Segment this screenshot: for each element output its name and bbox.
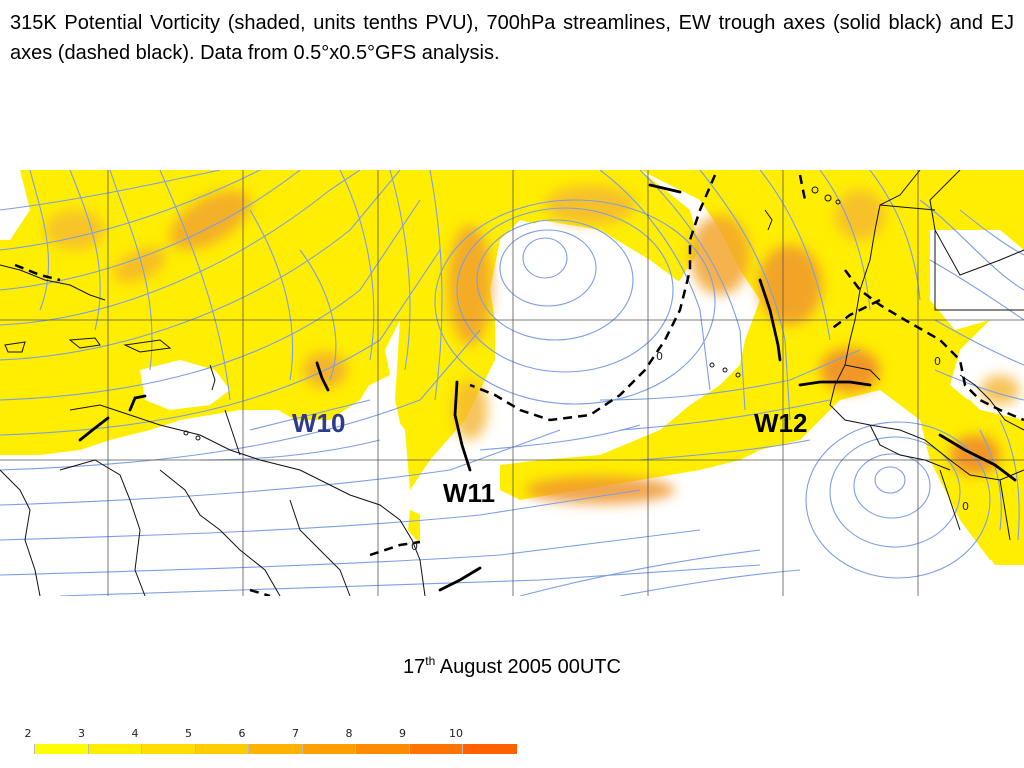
legend-swatch — [0, 744, 34, 754]
contour-label: 0 — [411, 540, 418, 553]
date-rest: August 2005 00UTC — [435, 656, 621, 678]
coastlines — [0, 170, 1024, 596]
legend-tick-label: 7 — [292, 727, 299, 740]
legend-tick-label: 10 — [449, 727, 463, 740]
date-suffix: th — [425, 654, 436, 668]
pv-shading — [0, 170, 1024, 565]
legend-swatch — [462, 744, 517, 754]
pv-streamline-map: 0 0 0 0 W10 W11 W12 — [0, 170, 1024, 596]
legend-tick-label: 8 — [345, 727, 353, 740]
legend-tick-label: 3 — [78, 727, 85, 740]
legend-swatch — [355, 744, 410, 754]
legend-tick-label: 2 — [24, 727, 32, 740]
legend-swatch — [34, 744, 89, 754]
ew-trough-axes — [78, 183, 1017, 592]
legend-swatch — [141, 744, 196, 754]
legend-tick-label: 9 — [399, 727, 406, 740]
contour-label: 0 — [656, 350, 663, 363]
ej-axes — [14, 174, 1024, 596]
contour-label: 0 — [934, 355, 941, 368]
legend-tick-label: 6 — [238, 727, 246, 740]
wave-label-w11: W11 — [443, 478, 495, 508]
figure-caption: 315K Potential Vorticity (shaded, units … — [10, 12, 1014, 64]
pv-color-legend: 2 3 4 5 6 7 8 9 10 — [0, 722, 530, 768]
date-day: 17 — [403, 656, 426, 678]
lat-lon-grid — [0, 170, 1024, 596]
contour-label: 0 — [962, 500, 969, 513]
legend-swatch — [87, 744, 142, 754]
legend-swatch — [301, 744, 356, 754]
analysis-date: 17th August 2005 00UTC — [0, 654, 1024, 679]
legend-swatch — [408, 744, 463, 754]
legend-swatch — [194, 744, 249, 754]
legend-tick-label: 5 — [185, 727, 192, 740]
wave-label-w12: W12 — [754, 408, 807, 438]
legend-swatch — [248, 744, 303, 754]
wave-label-w10: W10 — [292, 408, 345, 438]
legend-tick-label: 4 — [131, 727, 139, 740]
